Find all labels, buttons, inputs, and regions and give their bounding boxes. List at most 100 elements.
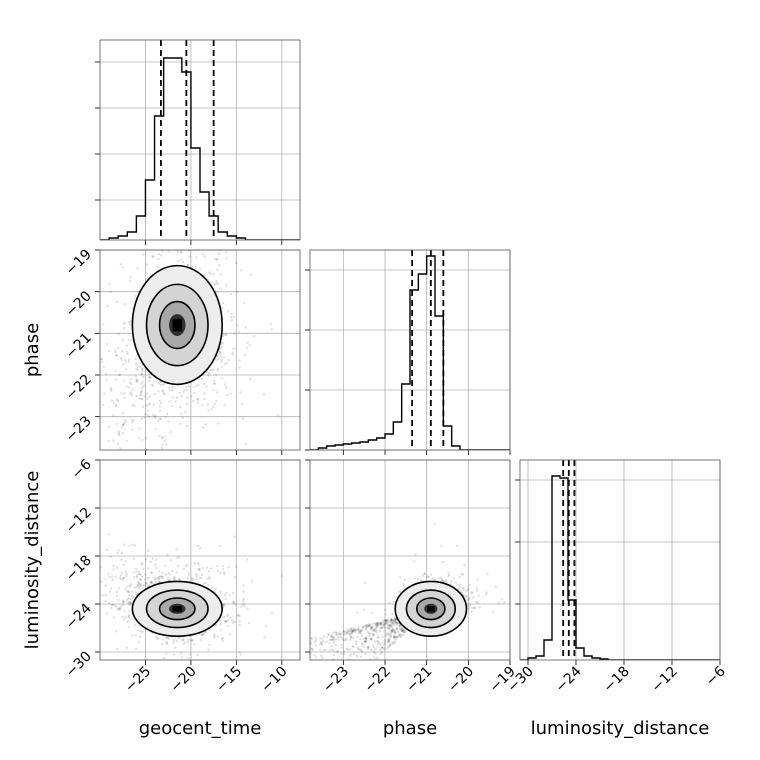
sample-point <box>223 593 226 597</box>
sample-point <box>134 375 137 378</box>
sample-point <box>352 645 355 648</box>
sample-point <box>118 373 121 376</box>
sample-point <box>374 630 377 633</box>
sample-point <box>389 624 393 628</box>
sample-point <box>384 619 388 623</box>
sample-point <box>385 618 389 622</box>
sample-point <box>140 397 143 401</box>
sample-point <box>107 533 110 536</box>
sample-point <box>155 635 158 639</box>
sample-point <box>327 633 330 637</box>
sample-point <box>388 623 391 627</box>
sample-point <box>138 427 141 430</box>
sample-point <box>141 561 144 565</box>
sample-point <box>180 656 184 659</box>
sample-point <box>317 664 319 666</box>
sample-point <box>190 576 194 580</box>
sample-point <box>140 243 142 245</box>
sample-point <box>106 304 109 308</box>
sample-point <box>207 584 210 587</box>
sample-point <box>203 392 206 395</box>
sample-point <box>129 602 132 605</box>
sample-point <box>193 562 197 565</box>
sample-point <box>192 386 196 389</box>
sample-point <box>378 628 382 631</box>
sample-point <box>221 306 224 310</box>
sample-point <box>395 621 398 625</box>
sample-point <box>365 625 369 628</box>
sample-point <box>328 649 332 652</box>
sample-point <box>393 636 396 640</box>
sample-point <box>384 620 387 623</box>
sample-point <box>386 626 389 629</box>
sample-point <box>215 268 219 271</box>
sample-point <box>166 222 168 224</box>
sample-point <box>121 493 123 495</box>
sample-point <box>374 652 377 655</box>
sample-point <box>374 622 377 626</box>
sample-point <box>218 619 222 622</box>
sample-point <box>116 399 120 403</box>
sample-point <box>216 369 219 372</box>
sample-point <box>148 395 151 399</box>
sample-point <box>108 590 112 593</box>
sample-point <box>385 618 389 622</box>
sample-point <box>345 628 349 631</box>
sample-point <box>161 572 164 575</box>
sample-point <box>195 397 199 401</box>
sample-point <box>203 397 206 401</box>
sample-point <box>192 578 195 581</box>
sample-point <box>348 667 350 669</box>
sample-point <box>167 250 171 253</box>
sample-point <box>139 392 143 395</box>
sample-point <box>397 635 400 638</box>
sample-point <box>144 581 148 585</box>
sample-point <box>179 412 183 415</box>
sample-point <box>103 392 106 395</box>
sample-point <box>371 626 374 629</box>
sample-point <box>372 628 376 631</box>
sample-point <box>125 598 129 602</box>
sample-point <box>197 383 200 387</box>
sample-point <box>109 471 111 473</box>
sample-point <box>71 715 73 717</box>
sample-point <box>393 635 396 638</box>
sample-point <box>365 638 368 641</box>
sample-point <box>224 620 227 623</box>
sample-point <box>324 648 327 652</box>
sample-point <box>358 638 362 641</box>
sample-point <box>90 588 92 590</box>
tick-label-y: −30 <box>63 649 95 681</box>
sample-point <box>393 634 396 637</box>
sample-point <box>297 653 299 655</box>
sample-point <box>175 230 177 232</box>
sample-point <box>119 574 123 577</box>
sample-point <box>102 323 105 326</box>
sample-point <box>342 630 345 633</box>
sample-point <box>391 642 395 646</box>
sample-point <box>392 641 395 644</box>
sample-point <box>238 359 241 362</box>
sample-point <box>145 577 149 580</box>
sample-point <box>182 391 185 394</box>
sample-point <box>393 641 397 644</box>
sample-point <box>185 388 189 392</box>
sample-point <box>375 624 378 627</box>
sample-point <box>325 636 328 639</box>
sample-point <box>223 620 227 623</box>
sample-point <box>371 612 374 615</box>
sample-point <box>138 587 142 590</box>
sample-point <box>223 383 227 386</box>
sample-point <box>166 576 169 580</box>
sample-point <box>121 266 125 269</box>
sample-point <box>334 631 338 634</box>
sample-point <box>169 475 171 477</box>
sample-point <box>336 650 339 653</box>
sample-point <box>105 612 109 615</box>
sample-point <box>304 658 306 660</box>
sample-point <box>342 650 346 653</box>
sample-point <box>414 553 417 556</box>
sample-point <box>367 632 371 635</box>
sample-point <box>229 392 232 395</box>
sample-point <box>159 383 163 387</box>
